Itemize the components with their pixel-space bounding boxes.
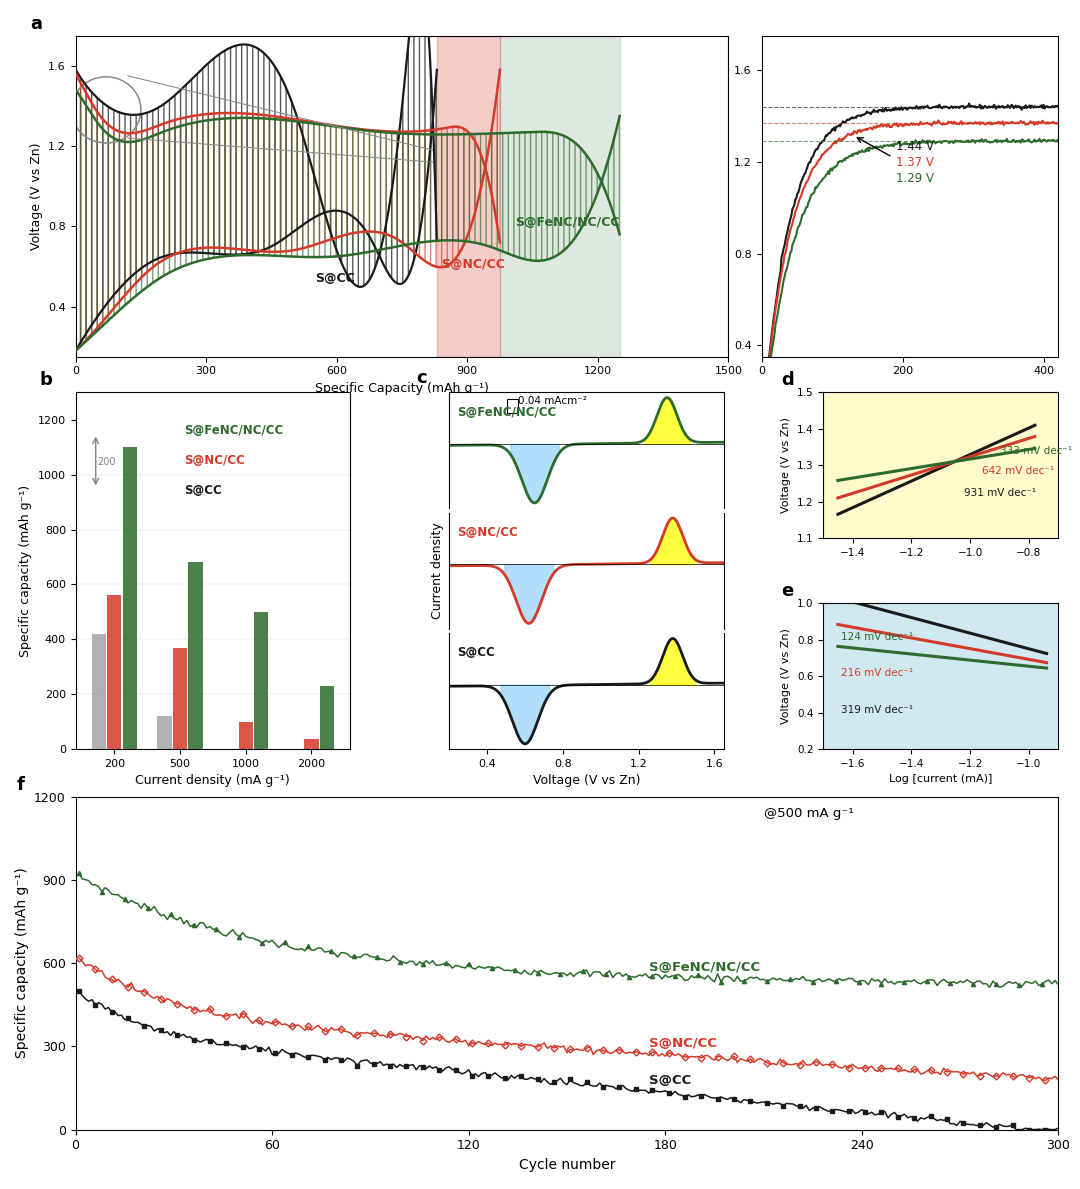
- Text: 0.04 mAcm⁻²: 0.04 mAcm⁻²: [518, 396, 586, 405]
- X-axis label: Cycle number: Cycle number: [518, 1158, 616, 1172]
- X-axis label: Specific Capacity (mAh g⁻¹): Specific Capacity (mAh g⁻¹): [315, 382, 489, 395]
- X-axis label: Current density (mA g⁻¹): Current density (mA g⁻¹): [135, 774, 291, 787]
- Text: S@NC/CC: S@NC/CC: [184, 454, 244, 467]
- Bar: [436, 36, 500, 357]
- Bar: [173, 648, 187, 749]
- Text: 124 mV dec⁻¹: 124 mV dec⁻¹: [841, 631, 913, 642]
- Text: S@CC: S@CC: [315, 272, 354, 285]
- Text: 1.29 V: 1.29 V: [896, 172, 934, 185]
- Text: S@FeNC/NC/CC: S@FeNC/NC/CC: [184, 423, 283, 436]
- Text: S@NC/CC: S@NC/CC: [442, 258, 505, 271]
- Y-axis label: Current density: Current density: [431, 522, 444, 619]
- Text: e: e: [781, 583, 793, 600]
- Text: S@NC/CC: S@NC/CC: [458, 526, 518, 539]
- Text: @500 mA g⁻¹: @500 mA g⁻¹: [764, 806, 853, 819]
- Text: 216 mV dec⁻¹: 216 mV dec⁻¹: [841, 668, 913, 678]
- Y-axis label: Specific capacity (mAh g⁻¹): Specific capacity (mAh g⁻¹): [19, 485, 32, 656]
- Bar: [320, 686, 334, 749]
- Text: b: b: [40, 371, 53, 389]
- Text: S@FeNC/NC/CC: S@FeNC/NC/CC: [458, 405, 557, 419]
- Bar: [123, 447, 137, 749]
- Text: S@FeNC/NC/CC: S@FeNC/NC/CC: [649, 961, 760, 974]
- Text: d: d: [781, 371, 794, 389]
- Y-axis label: Specific capacity (mAh g⁻¹): Specific capacity (mAh g⁻¹): [14, 868, 28, 1058]
- Bar: [500, 36, 620, 357]
- Text: S@CC: S@CC: [458, 647, 496, 660]
- Text: S@NC/CC: S@NC/CC: [649, 1037, 717, 1050]
- Bar: [507, 400, 518, 414]
- X-axis label: Log [current (mA)]: Log [current (mA)]: [889, 774, 993, 785]
- Text: 333 mV dec⁻¹: 333 mV dec⁻¹: [1000, 446, 1071, 457]
- Text: 931 mV dec⁻¹: 931 mV dec⁻¹: [964, 489, 1037, 498]
- Text: a: a: [30, 15, 42, 33]
- Bar: [305, 740, 319, 749]
- Text: 1.44 V: 1.44 V: [896, 140, 934, 153]
- Text: S@CC: S@CC: [649, 1074, 691, 1087]
- Text: S@FeNC/NC/CC: S@FeNC/NC/CC: [515, 216, 620, 229]
- Bar: [188, 562, 203, 749]
- Text: c: c: [417, 369, 427, 388]
- Bar: [158, 716, 172, 749]
- Bar: [239, 722, 253, 749]
- Bar: [92, 634, 106, 749]
- Bar: [107, 596, 121, 749]
- Y-axis label: Voltage (V vs Zn): Voltage (V vs Zn): [29, 143, 42, 250]
- Bar: [254, 612, 268, 749]
- Text: 200: 200: [97, 457, 116, 466]
- Y-axis label: Voltage (V vs Zn): Voltage (V vs Zn): [781, 628, 792, 724]
- X-axis label: Voltage (V vs Zn): Voltage (V vs Zn): [532, 774, 640, 787]
- Text: 319 mV dec⁻¹: 319 mV dec⁻¹: [841, 705, 913, 715]
- Y-axis label: Voltage (V vs Zn): Voltage (V vs Zn): [781, 417, 792, 514]
- Text: 642 mV dec⁻¹: 642 mV dec⁻¹: [982, 466, 1054, 477]
- Text: 1.37 V: 1.37 V: [896, 157, 934, 169]
- Text: S@CC: S@CC: [184, 484, 221, 497]
- Text: f: f: [16, 776, 25, 794]
